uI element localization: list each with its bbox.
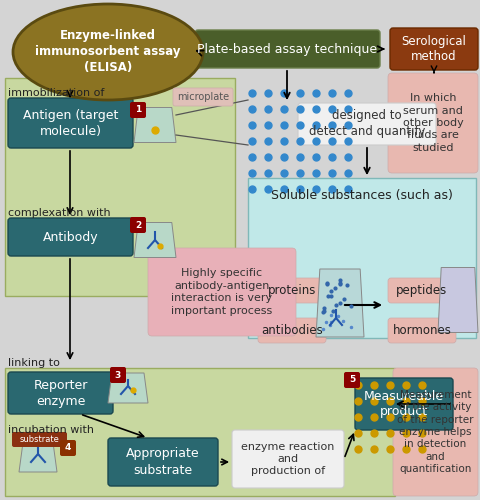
FancyBboxPatch shape — [257, 278, 325, 303]
Polygon shape — [315, 269, 363, 337]
Text: 5: 5 — [348, 376, 354, 384]
Text: Plate-based assay technique: Plate-based assay technique — [197, 42, 377, 56]
Text: enzyme reaction
and
production of: enzyme reaction and production of — [241, 442, 334, 476]
FancyBboxPatch shape — [110, 367, 126, 383]
Polygon shape — [134, 222, 176, 258]
FancyBboxPatch shape — [257, 318, 325, 343]
FancyBboxPatch shape — [8, 372, 113, 414]
FancyBboxPatch shape — [194, 30, 379, 68]
FancyBboxPatch shape — [8, 218, 133, 256]
Text: 3: 3 — [115, 370, 121, 380]
Text: proteins: proteins — [267, 284, 315, 297]
Text: 2: 2 — [134, 220, 141, 230]
FancyBboxPatch shape — [130, 217, 146, 233]
FancyBboxPatch shape — [387, 73, 477, 173]
Text: immobilization of: immobilization of — [8, 88, 104, 98]
Text: 4: 4 — [65, 444, 71, 452]
Text: 1: 1 — [134, 106, 141, 114]
FancyBboxPatch shape — [387, 318, 455, 343]
Text: Enzyme-linked
immunosorbent assay
(ELISA): Enzyme-linked immunosorbent assay (ELISA… — [35, 30, 180, 74]
Text: Serological
method: Serological method — [401, 34, 466, 64]
Text: designed to
detect and quantify: designed to detect and quantify — [308, 110, 424, 138]
Text: Highly specific
antibody-antigen
interaction is very
important process: Highly specific antibody-antigen interac… — [171, 268, 272, 316]
FancyBboxPatch shape — [8, 98, 133, 148]
Polygon shape — [134, 108, 176, 142]
Text: peptides: peptides — [396, 284, 447, 297]
FancyBboxPatch shape — [173, 88, 232, 106]
Text: complexation with: complexation with — [8, 208, 110, 218]
FancyBboxPatch shape — [298, 103, 435, 145]
Ellipse shape — [13, 4, 203, 100]
Polygon shape — [437, 268, 477, 332]
Text: Soluble substances (such as): Soluble substances (such as) — [271, 190, 452, 202]
FancyBboxPatch shape — [392, 368, 477, 496]
FancyBboxPatch shape — [130, 102, 146, 118]
Text: substrate: substrate — [20, 435, 60, 444]
Polygon shape — [19, 444, 57, 472]
Text: Antibody: Antibody — [43, 230, 98, 243]
Bar — [248, 178, 475, 338]
Text: hormones: hormones — [392, 324, 451, 337]
FancyBboxPatch shape — [12, 432, 67, 447]
Bar — [5, 78, 235, 296]
Text: antibodies: antibodies — [261, 324, 322, 337]
Text: Measureable
product: Measureable product — [363, 390, 443, 418]
Text: In which
serum and
other body
fluids are
studied: In which serum and other body fluids are… — [402, 93, 462, 153]
FancyBboxPatch shape — [231, 430, 343, 488]
Text: Appropriate
substrate: Appropriate substrate — [126, 448, 199, 476]
Text: linking to: linking to — [8, 358, 60, 368]
Text: Measurement
of the activity
of the reporter
enzyme helps
in detection
and
quanti: Measurement of the activity of the repor… — [396, 390, 473, 474]
FancyBboxPatch shape — [148, 248, 295, 336]
FancyBboxPatch shape — [60, 440, 76, 456]
Polygon shape — [108, 373, 148, 403]
FancyBboxPatch shape — [354, 378, 452, 430]
FancyBboxPatch shape — [387, 278, 455, 303]
Text: Antigen (target
molecule): Antigen (target molecule) — [23, 108, 118, 138]
Text: incubation with: incubation with — [8, 425, 94, 435]
FancyBboxPatch shape — [389, 28, 477, 70]
FancyBboxPatch shape — [108, 438, 217, 486]
Text: Reporter
enzyme: Reporter enzyme — [33, 378, 87, 408]
Text: microplate: microplate — [177, 92, 228, 102]
Bar — [5, 368, 394, 496]
FancyBboxPatch shape — [343, 372, 359, 388]
